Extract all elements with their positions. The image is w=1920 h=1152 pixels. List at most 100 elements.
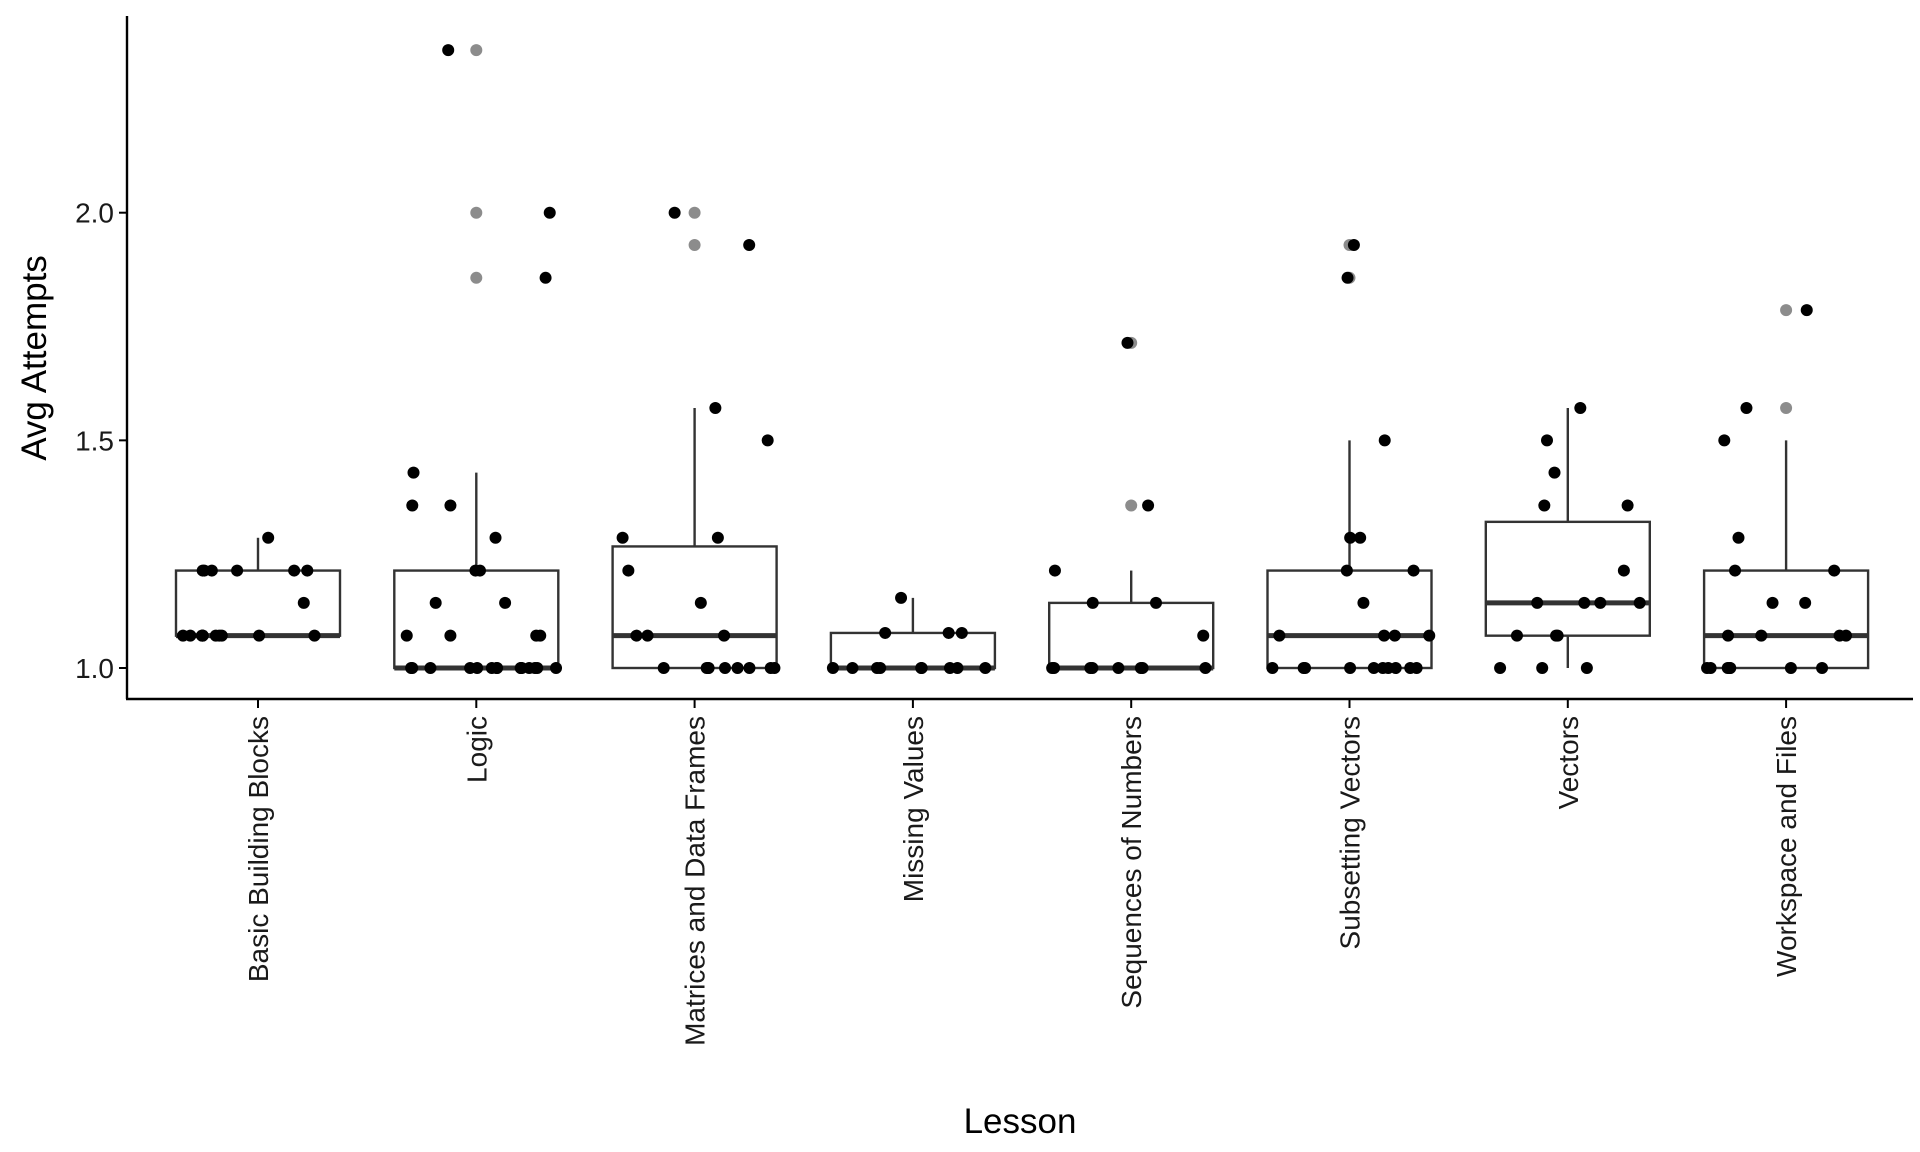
- data-point: [1340, 564, 1353, 577]
- data-point: [826, 662, 839, 674]
- axes-layer: [125, 16, 1913, 701]
- data-point: [1594, 596, 1607, 609]
- data-point: [1378, 629, 1391, 642]
- x-ticks: Basic Building Blocks Logic Matrices and D…: [243, 699, 1802, 1046]
- data-point: [400, 629, 413, 642]
- data-point: [471, 662, 484, 674]
- boxes-layer: [174, 408, 1870, 671]
- y-tick-label: 1.5: [75, 425, 114, 456]
- data-point: [1799, 596, 1812, 609]
- jitter-points-layer: [177, 44, 1853, 674]
- data-point: [1723, 662, 1736, 674]
- box-iqr: [829, 631, 997, 670]
- data-point: [1150, 596, 1163, 609]
- data-point: [915, 662, 928, 674]
- data-point: [1540, 434, 1553, 447]
- data-point: [1407, 564, 1420, 577]
- data-point: [709, 402, 722, 415]
- data-point: [196, 564, 209, 577]
- data-point: [196, 629, 209, 642]
- data-point: [1494, 662, 1507, 674]
- data-point: [297, 596, 310, 609]
- data-point: [1121, 336, 1134, 349]
- x-tick-label: Basic Building Blocks: [243, 716, 274, 982]
- data-point: [407, 466, 420, 479]
- outlier-point: [688, 206, 701, 219]
- data-point: [301, 564, 314, 577]
- data-point: [550, 662, 563, 674]
- data-point: [942, 626, 955, 639]
- data-point: [1389, 662, 1402, 674]
- x-tick-label: Logic: [461, 716, 492, 783]
- y-tick-label: 1.0: [75, 653, 114, 684]
- data-point: [1199, 662, 1212, 674]
- data-point: [177, 629, 190, 642]
- data-point: [1800, 304, 1813, 317]
- data-point: [641, 629, 654, 642]
- data-point: [424, 662, 437, 674]
- data-point: [489, 531, 502, 544]
- data-point: [491, 662, 504, 674]
- data-point: [1538, 499, 1551, 512]
- outlier-point: [470, 44, 483, 57]
- outliers-layer: [470, 44, 1793, 512]
- data-point: [895, 591, 908, 604]
- data-point: [1722, 629, 1735, 642]
- data-point: [711, 531, 724, 544]
- box-group: [1047, 570, 1215, 671]
- outlier-point: [470, 206, 483, 219]
- outlier-point: [1125, 499, 1138, 512]
- data-point: [719, 662, 732, 674]
- data-point: [1357, 596, 1370, 609]
- x-axis-title: Lesson: [964, 1102, 1077, 1141]
- box-iqr: [1266, 569, 1433, 670]
- data-point: [1423, 629, 1436, 642]
- x-tick-label: Vectors: [1553, 716, 1584, 809]
- data-point: [668, 206, 681, 219]
- data-point: [1732, 531, 1745, 544]
- data-point: [1621, 499, 1634, 512]
- x-tick-label: Subsetting Vectors: [1335, 716, 1366, 949]
- data-point: [444, 629, 457, 642]
- data-point: [262, 531, 275, 544]
- data-point: [616, 531, 629, 544]
- data-point: [743, 662, 756, 674]
- data-point: [1048, 564, 1061, 577]
- data-point: [1531, 596, 1544, 609]
- box-group: [393, 472, 560, 671]
- y-ticks: 1.0 1.5 2.0: [75, 198, 127, 684]
- data-point: [1354, 531, 1367, 544]
- data-point: [1828, 564, 1841, 577]
- data-point: [630, 629, 643, 642]
- data-point: [731, 662, 744, 674]
- outlier-point: [1780, 402, 1793, 415]
- data-point: [943, 662, 956, 674]
- data-point: [1266, 662, 1279, 674]
- data-point: [718, 629, 731, 642]
- data-point: [499, 596, 512, 609]
- data-point: [1344, 531, 1357, 544]
- data-point: [1410, 662, 1423, 674]
- box-group: [1484, 408, 1652, 668]
- data-point: [1633, 596, 1646, 609]
- data-point: [288, 564, 301, 577]
- data-point: [1755, 629, 1768, 642]
- data-point: [955, 626, 968, 639]
- data-point: [768, 662, 781, 674]
- data-point: [1718, 434, 1731, 447]
- data-point: [406, 499, 419, 512]
- data-point: [514, 662, 527, 674]
- outlier-point: [688, 239, 701, 252]
- data-point: [1729, 564, 1742, 577]
- data-point: [1784, 662, 1797, 674]
- data-point: [531, 662, 544, 674]
- data-point: [1550, 629, 1563, 642]
- data-point: [1378, 434, 1391, 447]
- data-point: [871, 662, 884, 674]
- x-tick-label: Matrices and Data Frames: [680, 716, 711, 1046]
- data-point: [1142, 499, 1155, 512]
- data-point: [253, 629, 266, 642]
- data-point: [543, 206, 556, 219]
- data-point: [1578, 596, 1591, 609]
